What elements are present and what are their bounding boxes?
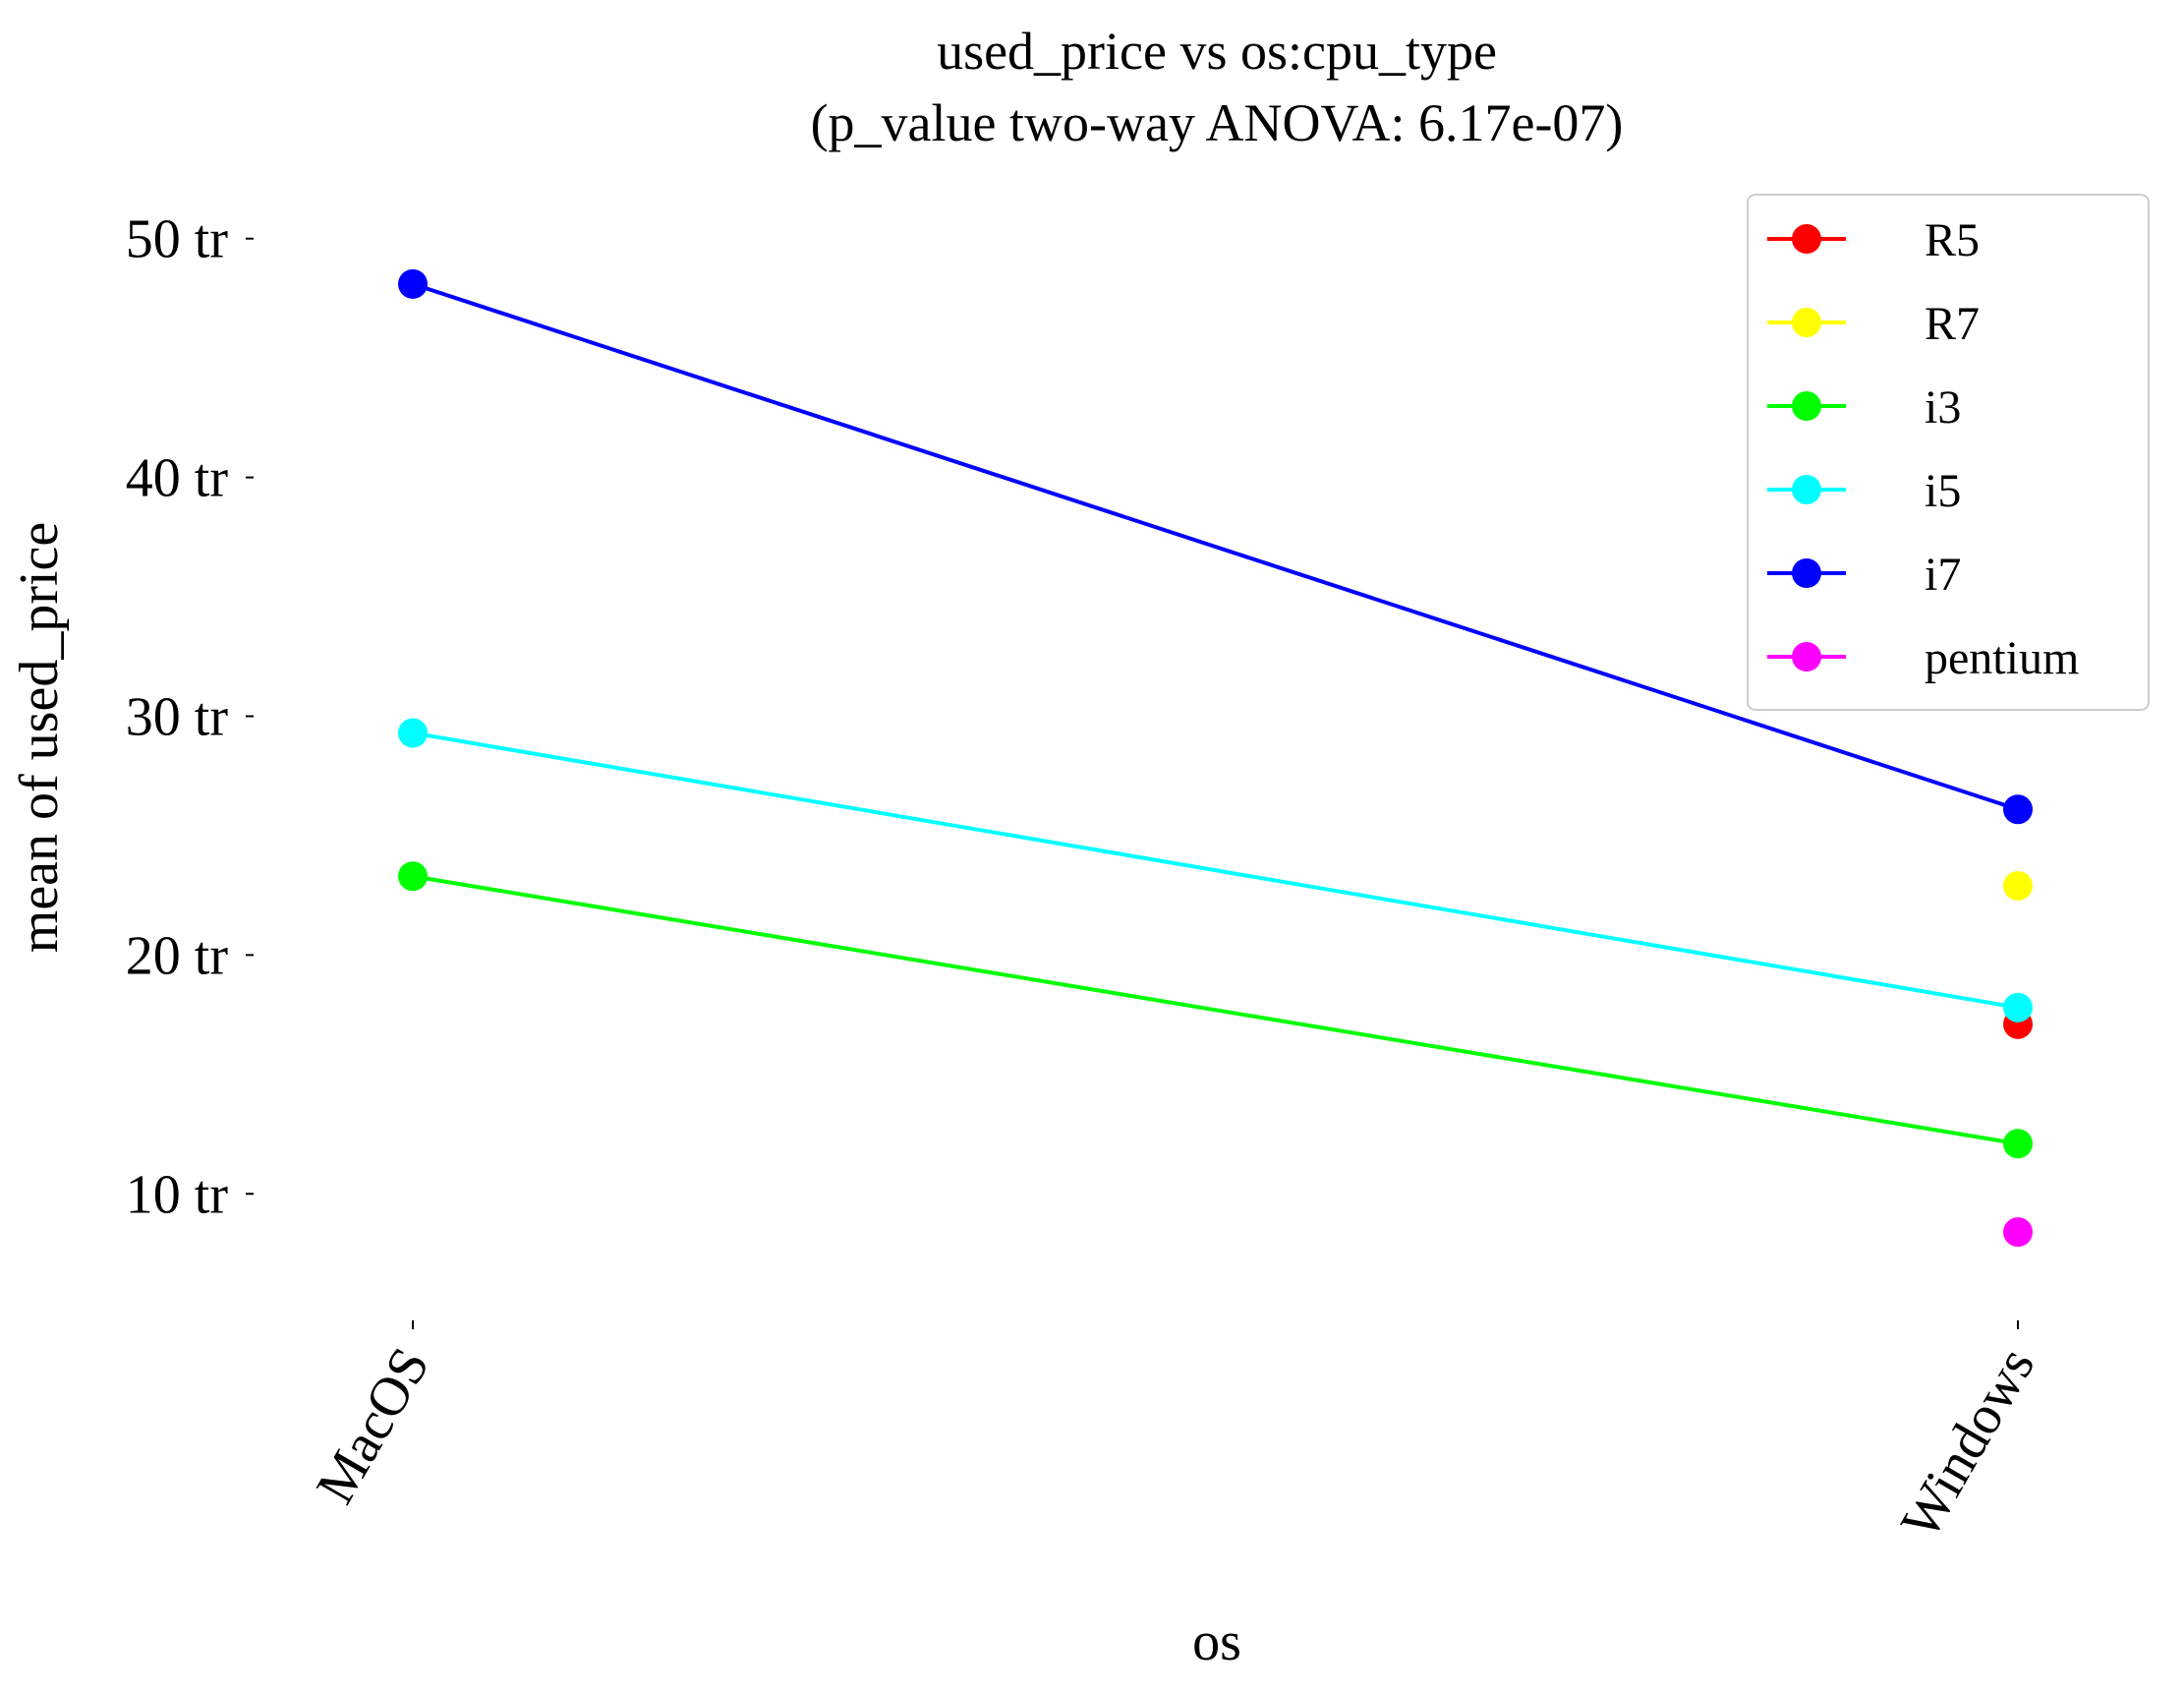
legend-point-marker <box>1792 558 1821 588</box>
x-axis-label: os <box>1192 1611 1241 1672</box>
legend-label: pentium <box>1925 632 2079 684</box>
y-tick-label: 30 tr <box>126 686 229 747</box>
y-tick-label: 10 tr <box>126 1164 229 1225</box>
legend-item: i5 <box>1767 465 1961 517</box>
series-lines <box>412 281 2019 1146</box>
series-line-i3 <box>412 874 2019 1146</box>
legend-box <box>1747 194 2150 711</box>
legend-item: R5 <box>1767 214 1980 266</box>
y-axis-label: mean of used_price <box>9 522 70 953</box>
y-tick-label: 40 tr <box>126 448 229 509</box>
legend-label: i3 <box>1925 381 1961 434</box>
x-tick-label: MacOS <box>305 1338 441 1514</box>
data-point-i7 <box>398 268 428 299</box>
chart-subtitle: (p_value two-way ANOVA: 6.17e-07) <box>811 93 1624 152</box>
legend-item: pentium <box>1767 632 2079 684</box>
y-tick-label: 20 tr <box>126 925 229 986</box>
legend-point-marker <box>1792 391 1821 421</box>
legend-label: i7 <box>1925 549 1961 601</box>
data-point-i5 <box>2003 992 2033 1022</box>
legend-label: R5 <box>1925 214 1980 266</box>
y-axis: 10 tr 20 tr 30 tr 40 tr 50 tr <box>126 209 254 1225</box>
legend-point-marker <box>1792 642 1821 672</box>
data-point-i3 <box>398 861 428 892</box>
legend-label: R7 <box>1925 298 1980 350</box>
data-point-i7 <box>2003 794 2033 825</box>
x-axis: MacOS Windows <box>305 1320 2046 1548</box>
legend-label: i5 <box>1925 465 1961 517</box>
legend-point-marker <box>1792 475 1821 504</box>
data-point-i3 <box>2003 1129 2033 1159</box>
legend-item: i3 <box>1767 381 1961 434</box>
legend: R5 R7 i3 i5 i7 pentium <box>1747 194 2150 711</box>
chart-title: used_price vs os:cpu_type <box>937 22 1497 81</box>
series-points <box>398 268 2033 1248</box>
series-line-i7 <box>412 281 2019 812</box>
legend-item: i7 <box>1767 549 1961 601</box>
y-tick-label: 50 tr <box>126 209 229 270</box>
series-line-i5 <box>412 730 2019 1010</box>
legend-point-marker <box>1792 224 1821 254</box>
data-point-i5 <box>398 718 428 748</box>
x-tick-label: Windows <box>1889 1338 2046 1549</box>
legend-point-marker <box>1792 308 1821 337</box>
data-point-pentium <box>2003 1217 2033 1248</box>
data-point-R7 <box>2003 870 2033 901</box>
legend-item: R7 <box>1767 298 1980 350</box>
